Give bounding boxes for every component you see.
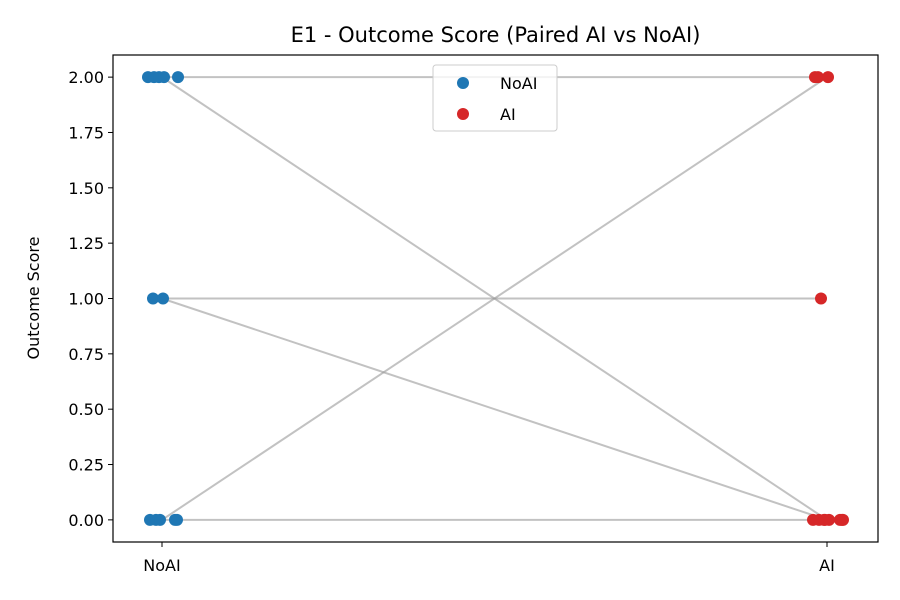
point-noai [157, 292, 169, 305]
y-tick-label: 0.25 [68, 456, 104, 475]
point-ai [815, 292, 827, 305]
legend: NoAI AI [432, 64, 558, 132]
y-tick-label: 1.25 [68, 234, 104, 253]
legend-label-noai: NoAI [500, 74, 537, 93]
y-tick-label: 0.00 [68, 511, 104, 530]
points-group [142, 71, 849, 526]
point-noai [172, 71, 184, 84]
legend-marker-ai [457, 108, 469, 120]
legend-label-ai: AI [500, 105, 516, 124]
pair-lines-group [161, 76, 828, 521]
x-tick-label: NoAI [143, 556, 180, 575]
pair-line [161, 76, 828, 521]
y-axis-label: Outcome Score [24, 237, 43, 360]
point-noai [154, 513, 166, 526]
point-ai [823, 513, 835, 526]
point-noai [147, 292, 159, 305]
x-tick-label: AI [819, 556, 835, 575]
x-axis-ticks: NoAI AI [143, 542, 835, 575]
legend-marker-noai [457, 77, 469, 89]
point-ai [837, 513, 849, 526]
y-tick-label: 1.00 [68, 290, 104, 309]
point-ai [809, 71, 821, 84]
y-axis-ticks: 0.00 0.25 0.50 0.75 1.00 1.25 1.50 1.75 2.00 [68, 68, 113, 530]
legend-box [432, 64, 558, 132]
point-ai [822, 71, 834, 84]
y-tick-label: 1.75 [68, 123, 104, 142]
point-noai [158, 71, 170, 84]
y-tick-label: 0.75 [68, 345, 104, 364]
y-tick-label: 1.50 [68, 179, 104, 198]
chart-title: E1 - Outcome Score (Paired AI vs NoAI) [291, 23, 701, 47]
pair-line [161, 297, 828, 521]
y-tick-label: 2.00 [68, 68, 104, 87]
point-noai [171, 513, 183, 526]
y-tick-label: 0.50 [68, 400, 104, 419]
